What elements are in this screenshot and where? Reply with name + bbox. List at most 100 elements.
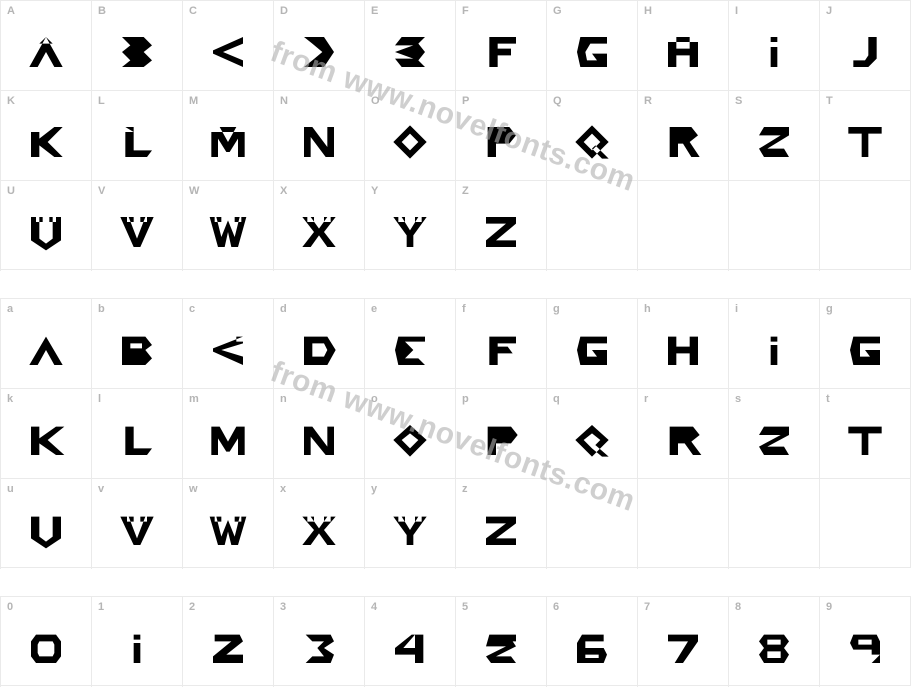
- glyph-cell: 5: [455, 597, 546, 687]
- glyph-cell: b: [91, 299, 182, 389]
- glyph-J: [820, 13, 910, 91]
- glyph-cell: F: [455, 1, 546, 91]
- glyph-cell: v: [91, 479, 182, 569]
- glyph-E: [365, 13, 455, 91]
- glyph-cell: w: [182, 479, 273, 569]
- glyph-b: [92, 311, 182, 389]
- glyph-cell: X: [273, 181, 364, 271]
- glyph-P: [456, 103, 546, 181]
- glyph-cell: p: [455, 389, 546, 479]
- glyph-cell: H: [637, 1, 728, 91]
- cell-label: F: [462, 5, 469, 17]
- glyph-cell: q: [546, 389, 637, 479]
- glyph-g: [547, 311, 637, 389]
- glyph-cell: g: [546, 299, 637, 389]
- glyph-cell: o: [364, 389, 455, 479]
- glyph-cell: U: [0, 181, 91, 271]
- cell-label: l: [98, 393, 101, 405]
- cell-label: M: [189, 95, 198, 107]
- cell-label: z: [462, 483, 468, 495]
- glyph-cell: M: [182, 91, 273, 181]
- empty-cell: [728, 479, 819, 569]
- glyph-u: [1, 491, 91, 569]
- cell-label: V: [98, 185, 105, 197]
- glyph-cell: c: [182, 299, 273, 389]
- glyph-g: [820, 311, 910, 389]
- empty-cell: [637, 479, 728, 569]
- cell-label: g: [553, 303, 560, 315]
- glyph-M: [183, 103, 273, 181]
- cell-label: P: [462, 95, 469, 107]
- cell-label: G: [553, 5, 562, 17]
- cell-label: w: [189, 483, 198, 495]
- glyph-x: [274, 491, 364, 569]
- glyph-row: uvwxyz: [0, 478, 911, 568]
- cell-label: q: [553, 393, 560, 405]
- glyph-cell: f: [455, 299, 546, 389]
- glyph-cell: Q: [546, 91, 637, 181]
- cell-label: O: [371, 95, 380, 107]
- glyph-cell: P: [455, 91, 546, 181]
- glyph-7: [638, 609, 728, 687]
- glyph-cell: k: [0, 389, 91, 479]
- empty-cell: [819, 479, 910, 569]
- glyph-2: [183, 609, 273, 687]
- cell-label: k: [7, 393, 13, 405]
- glyph-cell: O: [364, 91, 455, 181]
- glyph-cell: W: [182, 181, 273, 271]
- cell-label: r: [644, 393, 648, 405]
- cell-label: K: [7, 95, 15, 107]
- glyph-cell: 1: [91, 597, 182, 687]
- glyph-cell: 8: [728, 597, 819, 687]
- glyph-cell: i: [728, 299, 819, 389]
- cell-label: Q: [553, 95, 562, 107]
- glyph-cell: Z: [455, 181, 546, 271]
- cell-label: c: [189, 303, 195, 315]
- glyph-3: [274, 609, 364, 687]
- cell-label: i: [735, 303, 738, 315]
- cell-label: f: [462, 303, 466, 315]
- glyph-N: [274, 103, 364, 181]
- glyph-cell: E: [364, 1, 455, 91]
- cell-label: b: [98, 303, 105, 315]
- glyph-row: KLMNOPQRST: [0, 90, 911, 180]
- cell-label: H: [644, 5, 652, 17]
- glyph-v: [92, 491, 182, 569]
- glyph-U: [1, 193, 91, 271]
- glyph-r: [638, 401, 728, 479]
- glyph-G: [547, 13, 637, 91]
- glyph-d: [274, 311, 364, 389]
- glyph-cell: K: [0, 91, 91, 181]
- cell-label: L: [98, 95, 105, 107]
- glyph-cell: N: [273, 91, 364, 181]
- glyph-9: [820, 609, 910, 687]
- cell-label: J: [826, 5, 832, 17]
- spacer-row: [0, 568, 911, 596]
- glyph-Q: [547, 103, 637, 181]
- glyph-K: [1, 103, 91, 181]
- glyph-l: [92, 401, 182, 479]
- glyph-cell: B: [91, 1, 182, 91]
- glyph-e: [365, 311, 455, 389]
- cell-label: p: [462, 393, 469, 405]
- cell-label: v: [98, 483, 104, 495]
- glyph-O: [365, 103, 455, 181]
- glyph-row: abcdefghig: [0, 298, 911, 388]
- cell-label: N: [280, 95, 288, 107]
- font-character-grid: ABCDEFGHIJKLMNOPQRSTUVWXYZabcdefghigklmn…: [0, 0, 911, 686]
- empty-cell: [819, 181, 910, 271]
- empty-cell: [637, 181, 728, 271]
- cell-label: Z: [462, 185, 469, 197]
- glyph-f: [456, 311, 546, 389]
- glyph-row: UVWXYZ: [0, 180, 911, 270]
- glyph-cell: 2: [182, 597, 273, 687]
- glyph-cell: A: [0, 1, 91, 91]
- glyph-row: ABCDEFGHIJ: [0, 0, 911, 90]
- glyph-s: [729, 401, 819, 479]
- glyph-4: [365, 609, 455, 687]
- cell-label: n: [280, 393, 287, 405]
- glyph-cell: C: [182, 1, 273, 91]
- cell-label: s: [735, 393, 741, 405]
- glyph-A: [1, 13, 91, 91]
- cell-label: T: [826, 95, 833, 107]
